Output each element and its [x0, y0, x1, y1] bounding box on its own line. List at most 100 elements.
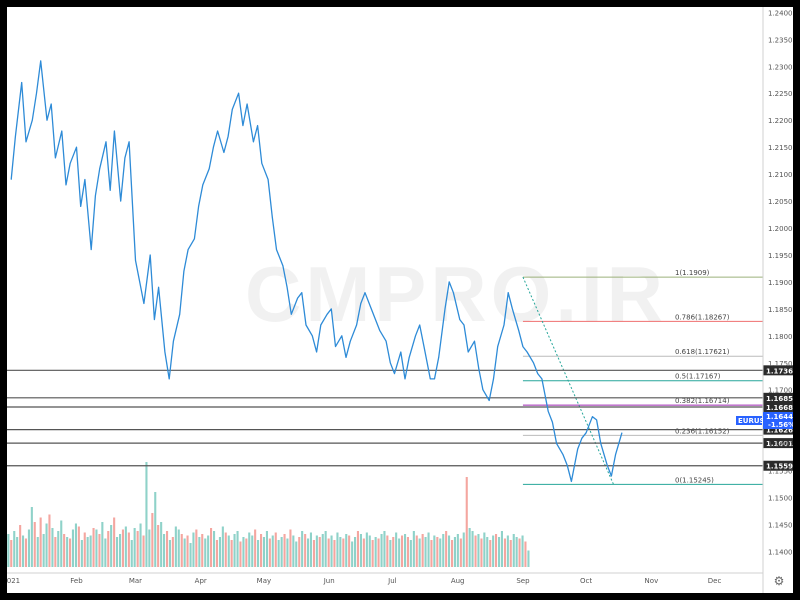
volume-bar	[268, 538, 271, 567]
series-point	[46, 119, 48, 121]
series-point	[581, 437, 583, 439]
volume-bar	[453, 537, 456, 567]
price-tick-label: 1.14500	[768, 521, 793, 529]
series-point	[143, 303, 145, 304]
series-point	[316, 351, 317, 353]
volume-bar	[286, 538, 289, 567]
series-point	[290, 313, 292, 315]
price-tick-label: 1.19500	[768, 252, 793, 260]
price-tick-label: 1.15000	[768, 495, 793, 503]
volume-bar	[30, 507, 33, 567]
volume-bar	[465, 477, 468, 567]
fib-level-label: 0.236(1.16152)	[675, 427, 730, 435]
series-point	[552, 421, 553, 423]
series-point	[389, 362, 391, 364]
series-point	[168, 378, 170, 380]
volume-bar	[192, 532, 195, 567]
volume-bar	[16, 537, 19, 567]
volume-bar	[262, 537, 265, 567]
volume-bar	[436, 537, 439, 567]
volume-bar	[142, 535, 145, 567]
series-point	[596, 419, 597, 421]
horizontal-levels[interactable]: 1.17360 1.168501.16680 1.16260 1.16010 1.155…	[7, 365, 793, 471]
price-tick-label: 1.21500	[768, 144, 793, 152]
series-point	[179, 313, 181, 315]
volume-bar	[36, 537, 39, 567]
volume-bar	[207, 535, 210, 567]
volume-bar	[48, 514, 51, 567]
price-tick-label: 1.20000	[768, 225, 793, 233]
time-axis[interactable]: 2021 Feb Mar Apr May Jun Jul Aug Sep Oct Nov Dec	[7, 577, 721, 585]
volume-bar	[86, 537, 89, 567]
series-point	[364, 292, 366, 294]
volume-bar	[368, 535, 371, 567]
chart-panel[interactable]: CMPRO.IR 1(1.1909) 0.786(1.18267) 0.618(1.…	[7, 7, 793, 593]
volume-bar	[430, 540, 433, 567]
volume-bar	[427, 532, 430, 567]
time-tick-label: Nov	[645, 577, 659, 585]
volume-bar	[312, 540, 315, 567]
volume-bar	[459, 538, 462, 567]
series-point	[15, 136, 16, 137]
fib-level-label: 0.5(1.17167)	[675, 373, 721, 381]
gear-icon[interactable]: ⚙	[773, 574, 785, 588]
volume-bar	[224, 532, 227, 567]
series-point	[448, 281, 450, 283]
volume-bar	[503, 538, 506, 567]
volume-bar	[389, 540, 392, 567]
series-point	[507, 292, 509, 294]
series-point	[276, 249, 277, 251]
volume-bar	[307, 538, 310, 567]
price-axis[interactable]: 1.140001.145001.150001.155001.160001.165…	[768, 9, 793, 556]
volume-bar	[174, 526, 177, 567]
volume-bar	[71, 529, 74, 567]
volume-bar	[518, 538, 521, 567]
series-point	[434, 378, 435, 380]
series-point	[128, 141, 130, 143]
series-point	[518, 330, 520, 331]
series-point	[21, 82, 23, 83]
volume-bar	[424, 537, 427, 567]
volume-bar	[283, 534, 286, 567]
volume-bar	[392, 537, 395, 567]
series-point	[173, 340, 174, 342]
volume-bar	[330, 535, 333, 567]
series-point	[526, 351, 528, 353]
series-point	[541, 378, 543, 380]
series-point	[246, 103, 248, 105]
volume-bar	[456, 534, 459, 567]
series-point	[90, 249, 92, 251]
volume-bar	[160, 522, 163, 567]
series-point	[370, 308, 372, 310]
series-point	[493, 378, 494, 380]
volume-bar	[60, 520, 63, 567]
volume-bar	[415, 535, 418, 567]
chart-canvas[interactable]: CMPRO.IR 1(1.1909) 0.786(1.18267) 0.618(1.…	[7, 7, 793, 593]
price-tick-label: 1.18000	[768, 333, 793, 341]
series-point	[615, 454, 616, 455]
time-tick-label: 2021	[7, 577, 20, 585]
volume-bar	[374, 537, 377, 567]
volume-bar	[339, 537, 342, 567]
fibonacci-retracement[interactable]: 1(1.1909) 0.786(1.18267) 0.618(1.17621) 0.5…	[522, 269, 763, 485]
volume-bar	[362, 538, 365, 567]
volume-bar	[57, 531, 60, 567]
series-point	[297, 297, 298, 299]
series-point	[326, 313, 328, 315]
volume-bars	[7, 462, 530, 567]
volume-bar	[230, 540, 233, 567]
volume-bar	[121, 529, 124, 567]
volume-bar	[177, 529, 180, 567]
volume-bar	[527, 550, 530, 567]
series-point	[217, 130, 219, 132]
volume-bar	[280, 537, 283, 567]
series-point	[379, 330, 381, 331]
series-point	[149, 254, 151, 256]
series-point	[335, 346, 336, 347]
volume-bar	[421, 534, 424, 567]
volume-bar	[371, 540, 374, 567]
volume-bar	[354, 537, 357, 567]
volume-bar	[356, 531, 359, 567]
fib-trendline[interactable]	[522, 276, 614, 485]
time-tick-label: May	[257, 577, 271, 585]
